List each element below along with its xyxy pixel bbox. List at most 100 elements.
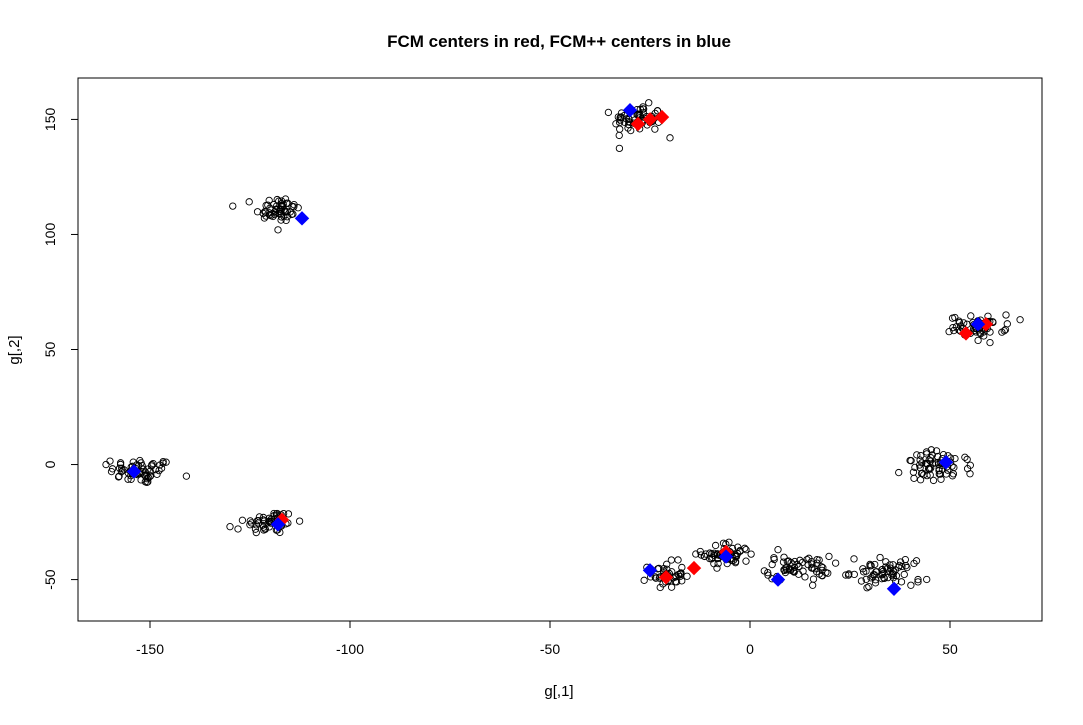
data-point	[747, 550, 755, 558]
data-point	[914, 578, 922, 586]
data-point	[1002, 311, 1010, 319]
data-point	[245, 198, 253, 206]
data-point	[1016, 316, 1024, 324]
fcm-center-marker	[958, 326, 974, 341]
data-point	[612, 120, 620, 128]
x-axis: -150 -100 -50 0 50	[136, 620, 958, 657]
fcmpp-center-marker	[938, 455, 954, 470]
data-point	[127, 475, 135, 483]
data-point	[897, 578, 906, 586]
data-point	[915, 461, 924, 469]
fcm-center-marker	[630, 116, 646, 132]
data-point	[910, 559, 918, 568]
data-point	[938, 465, 947, 473]
data-point	[872, 568, 880, 576]
data-point	[144, 474, 153, 482]
data-point	[713, 564, 721, 572]
data-point	[903, 563, 911, 572]
plot-frame	[77, 77, 1043, 622]
data-point	[260, 526, 268, 534]
data-point	[1001, 325, 1010, 334]
fcmpp-center-marker	[642, 563, 658, 578]
data-point	[115, 472, 123, 480]
data-point	[933, 452, 942, 461]
data-point	[879, 567, 887, 576]
data-point	[615, 144, 624, 153]
data-point	[652, 574, 660, 582]
y-tick-label: 100	[42, 223, 58, 247]
x-tick-label: -50	[540, 641, 560, 657]
data-point	[907, 581, 915, 589]
data-point	[106, 457, 114, 465]
fcmpp-center-marker	[126, 464, 142, 479]
data-point	[627, 126, 635, 135]
data-point	[162, 458, 170, 466]
data-point	[809, 575, 818, 583]
data-point	[871, 579, 880, 587]
data-point	[960, 319, 968, 327]
data-point	[182, 472, 191, 480]
data-point	[107, 467, 116, 476]
data-point	[926, 457, 935, 465]
data-point	[645, 99, 653, 107]
data-point	[859, 568, 868, 576]
data-point	[252, 528, 260, 537]
fcmpp-center-marker	[718, 549, 734, 564]
data-point	[711, 541, 720, 550]
fcmpp-center-marker	[622, 103, 638, 118]
data-point	[768, 560, 776, 569]
data-point	[260, 214, 269, 222]
data-point	[116, 459, 125, 467]
data-point	[284, 510, 293, 518]
data-point	[931, 459, 940, 467]
data-point	[867, 561, 875, 570]
data-points	[102, 99, 1024, 592]
data-point	[294, 204, 302, 212]
data-point	[246, 517, 254, 525]
data-point	[676, 572, 684, 581]
data-point	[850, 570, 858, 579]
data-point	[671, 578, 680, 586]
data-point	[951, 454, 959, 463]
data-point	[276, 207, 284, 216]
data-point	[295, 517, 304, 525]
data-point	[286, 208, 294, 216]
data-point	[922, 448, 931, 456]
data-point	[617, 113, 625, 121]
data-point	[876, 553, 884, 562]
data-point	[929, 476, 938, 485]
data-point	[914, 575, 922, 584]
data-point	[147, 462, 156, 470]
data-point	[825, 552, 833, 561]
data-point	[651, 573, 659, 581]
data-point	[770, 555, 778, 564]
fcmpp-center-marker	[270, 517, 286, 532]
data-point	[282, 216, 290, 225]
data-point	[261, 525, 269, 533]
data-point	[615, 131, 623, 140]
data-point	[949, 470, 958, 478]
data-point	[692, 550, 700, 558]
data-point	[640, 576, 648, 584]
fcm-center-marker	[642, 112, 658, 127]
data-point	[764, 571, 772, 579]
fcm-centers	[274, 109, 994, 585]
y-tick-label: -50	[42, 569, 58, 589]
data-point	[963, 455, 971, 463]
data-point	[949, 323, 957, 332]
data-point	[651, 109, 659, 118]
data-point	[916, 456, 924, 464]
data-point	[817, 563, 826, 571]
data-point	[967, 312, 975, 320]
data-point	[907, 457, 915, 465]
data-point	[120, 466, 128, 474]
data-point	[615, 118, 624, 127]
data-point	[156, 461, 164, 469]
data-point	[871, 560, 879, 569]
fcmpp-center-marker	[294, 211, 310, 226]
data-point	[950, 326, 958, 335]
data-point	[886, 564, 895, 572]
data-point	[935, 465, 943, 473]
data-point	[927, 446, 935, 454]
x-tick-label: -150	[136, 641, 164, 657]
